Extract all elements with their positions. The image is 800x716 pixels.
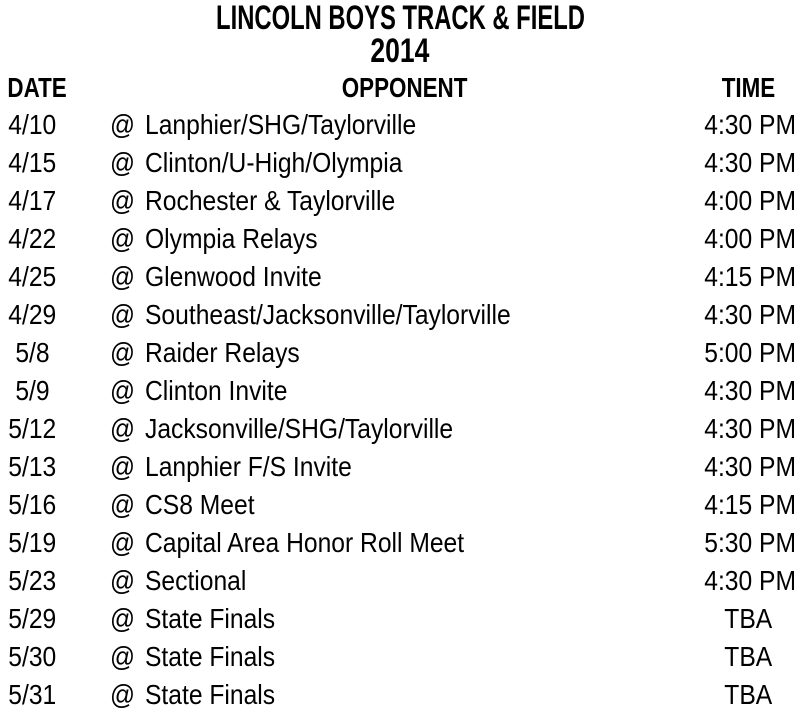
schedule-body: 4/10 @ Lanphier/SHG/Taylorville 4:30 PM … xyxy=(0,106,800,714)
date-cell: 5/16 xyxy=(8,489,56,520)
time-cell: TBA xyxy=(724,603,772,634)
schedule-row: 4/10 @ Lanphier/SHG/Taylorville 4:30 PM xyxy=(0,106,800,144)
date-cell: 5/29 xyxy=(8,603,56,634)
time-cell: 4:15 PM xyxy=(704,261,797,292)
opponent-cell: State Finals xyxy=(145,641,276,672)
at-symbol: @ xyxy=(110,109,136,140)
date-cell: 4/15 xyxy=(8,147,56,178)
date-cell: 5/31 xyxy=(8,679,56,710)
time-cell: 5:00 PM xyxy=(704,337,797,368)
opponent-cell: Sectional xyxy=(145,565,247,596)
schedule-row: 5/12 @ Jacksonville/SHG/Taylorville 4:30… xyxy=(0,410,800,448)
schedule-row: 4/25 @ Glenwood Invite 4:15 PM xyxy=(0,258,800,296)
date-cell: 5/8 xyxy=(14,337,50,368)
time-cell: 4:30 PM xyxy=(704,565,797,596)
opponent-cell: Clinton Invite xyxy=(145,375,288,406)
time-cell: 5:30 PM xyxy=(704,527,797,558)
date-cell: 5/19 xyxy=(8,527,56,558)
time-cell: TBA xyxy=(724,641,772,672)
opponent-cell: Lanphier/SHG/Taylorville xyxy=(145,109,417,140)
at-symbol: @ xyxy=(110,375,136,406)
schedule-row: 5/16 @ CS8 Meet 4:15 PM xyxy=(0,486,800,524)
schedule-row: 5/13 @ Lanphier F/S Invite 4:30 PM xyxy=(0,448,800,486)
schedule-row: 5/30 @ State Finals TBA xyxy=(0,638,800,676)
opponent-cell: Raider Relays xyxy=(145,337,300,368)
page-title-text: LINCOLN BOYS TRACK & FIELD xyxy=(215,0,585,37)
at-symbol: @ xyxy=(110,603,136,634)
page-title: LINCOLN BOYS TRACK & FIELD xyxy=(0,0,800,37)
opponent-cell: Lanphier F/S Invite xyxy=(145,451,352,482)
opponent-cell: State Finals xyxy=(145,603,276,634)
schedule-row: 4/15 @ Clinton/U-High/Olympia 4:30 PM xyxy=(0,144,800,182)
time-cell: 4:30 PM xyxy=(704,109,797,140)
at-symbol: @ xyxy=(110,451,136,482)
opponent-cell: Rochester & Taylorville xyxy=(145,185,396,216)
schedule-row: 5/8 @ Raider Relays 5:00 PM xyxy=(0,334,800,372)
opponent-cell: State Finals xyxy=(145,679,276,710)
header-time: TIME xyxy=(721,72,775,103)
table-header-row: DATE OPPONENT TIME xyxy=(0,70,800,106)
date-cell: 4/29 xyxy=(8,299,56,330)
time-cell: 4:15 PM xyxy=(704,489,797,520)
opponent-cell: Clinton/U-High/Olympia xyxy=(145,147,403,178)
at-symbol: @ xyxy=(110,337,136,368)
schedule-row: 5/31 @ State Finals TBA xyxy=(0,676,800,714)
time-cell: 4:00 PM xyxy=(704,185,797,216)
time-cell: TBA xyxy=(724,679,772,710)
at-symbol: @ xyxy=(110,527,136,558)
schedule-row: 4/22 @ Olympia Relays 4:00 PM xyxy=(0,220,800,258)
date-cell: 4/22 xyxy=(8,223,56,254)
at-symbol: @ xyxy=(110,147,136,178)
header-opponent: OPPONENT xyxy=(342,72,468,103)
at-symbol: @ xyxy=(110,489,136,520)
opponent-cell: Olympia Relays xyxy=(145,223,318,254)
schedule-row: 5/9 @ Clinton Invite 4:30 PM xyxy=(0,372,800,410)
page-subtitle-year: 2014 xyxy=(0,32,800,70)
time-cell: 4:30 PM xyxy=(704,147,797,178)
opponent-cell: CS8 Meet xyxy=(145,489,255,520)
time-cell: 4:30 PM xyxy=(704,413,797,444)
opponent-cell: Jacksonville/SHG/Taylorville xyxy=(145,413,454,444)
at-symbol: @ xyxy=(110,641,136,672)
opponent-cell: Glenwood Invite xyxy=(145,261,322,292)
date-cell: 5/9 xyxy=(14,375,50,406)
date-cell: 4/10 xyxy=(8,109,56,140)
at-symbol: @ xyxy=(110,679,136,710)
date-cell: 4/17 xyxy=(8,185,56,216)
at-symbol: @ xyxy=(110,185,136,216)
at-symbol: @ xyxy=(110,565,136,596)
opponent-cell: Capital Area Honor Roll Meet xyxy=(145,527,465,558)
schedule-row: 5/23 @ Sectional 4:30 PM xyxy=(0,562,800,600)
schedule-row: 4/17 @ Rochester & Taylorville 4:00 PM xyxy=(0,182,800,220)
date-cell: 5/30 xyxy=(8,641,56,672)
time-cell: 4:30 PM xyxy=(704,375,797,406)
time-cell: 4:00 PM xyxy=(704,223,797,254)
time-cell: 4:30 PM xyxy=(704,299,797,330)
at-symbol: @ xyxy=(110,299,136,330)
schedule-row: 5/29 @ State Finals TBA xyxy=(0,600,800,638)
at-symbol: @ xyxy=(110,261,136,292)
date-cell: 5/23 xyxy=(8,565,56,596)
date-cell: 4/25 xyxy=(8,261,56,292)
date-cell: 5/13 xyxy=(8,451,56,482)
header-date: DATE xyxy=(7,72,67,103)
date-cell: 5/12 xyxy=(8,413,56,444)
opponent-cell: Southeast/Jacksonville/Taylorville xyxy=(145,299,511,330)
page-subtitle-text: 2014 xyxy=(370,32,430,70)
schedule-row: 4/29 @ Southeast/Jacksonville/Taylorvill… xyxy=(0,296,800,334)
time-cell: 4:30 PM xyxy=(704,451,797,482)
at-symbol: @ xyxy=(110,413,136,444)
at-symbol: @ xyxy=(110,223,136,254)
schedule-row: 5/19 @ Capital Area Honor Roll Meet 5:30… xyxy=(0,524,800,562)
